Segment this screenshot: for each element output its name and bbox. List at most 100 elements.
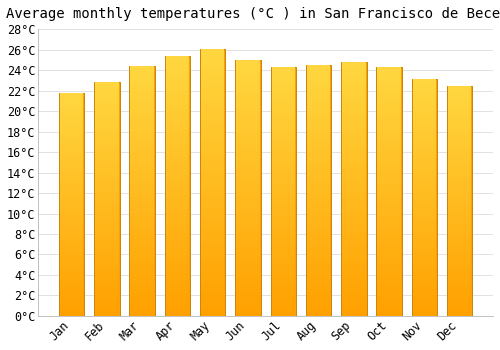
Bar bbox=[166, 282, 189, 285]
Bar bbox=[60, 195, 84, 198]
Bar bbox=[307, 308, 330, 311]
Bar bbox=[166, 103, 189, 105]
Bar bbox=[130, 299, 154, 301]
Bar bbox=[448, 185, 471, 188]
Bar bbox=[342, 62, 365, 64]
Bar bbox=[130, 236, 154, 238]
Bar bbox=[412, 290, 436, 292]
Bar bbox=[378, 301, 401, 303]
Bar bbox=[95, 220, 118, 223]
Bar bbox=[130, 226, 154, 229]
Bar bbox=[236, 254, 260, 257]
Bar bbox=[342, 87, 365, 90]
Bar bbox=[95, 96, 118, 99]
Bar bbox=[448, 256, 471, 259]
Bar bbox=[95, 85, 118, 87]
Bar bbox=[236, 283, 260, 285]
Bar bbox=[448, 155, 471, 158]
Bar bbox=[166, 183, 189, 186]
Bar bbox=[342, 314, 365, 316]
Bar bbox=[95, 230, 118, 232]
Bar bbox=[60, 204, 84, 206]
Bar bbox=[307, 256, 330, 258]
Bar bbox=[60, 222, 84, 224]
Bar bbox=[60, 146, 84, 148]
Bar bbox=[166, 178, 189, 181]
Bar bbox=[342, 67, 365, 69]
Bar bbox=[130, 244, 154, 246]
Bar bbox=[236, 278, 260, 280]
Bar bbox=[130, 211, 154, 213]
Bar bbox=[412, 240, 436, 243]
Bar bbox=[342, 270, 365, 273]
Bar bbox=[307, 303, 330, 306]
Bar bbox=[201, 139, 224, 142]
Bar bbox=[448, 291, 471, 293]
Bar bbox=[60, 108, 84, 111]
Bar bbox=[166, 295, 189, 298]
Bar bbox=[201, 281, 224, 284]
Bar bbox=[166, 100, 189, 103]
Bar bbox=[272, 211, 295, 214]
Bar bbox=[130, 66, 154, 69]
Bar bbox=[307, 170, 330, 173]
Bar bbox=[272, 199, 295, 202]
Bar bbox=[448, 153, 471, 155]
Bar bbox=[378, 104, 401, 107]
Bar bbox=[272, 87, 295, 89]
Bar bbox=[378, 259, 401, 261]
Bar bbox=[412, 283, 436, 285]
Bar bbox=[378, 274, 401, 276]
Bar bbox=[342, 77, 365, 80]
Bar bbox=[201, 265, 224, 268]
Bar bbox=[60, 247, 84, 249]
Bar bbox=[201, 62, 224, 64]
Bar bbox=[272, 256, 295, 259]
Bar bbox=[448, 272, 471, 275]
Bar bbox=[236, 60, 260, 316]
Bar bbox=[307, 208, 330, 211]
Bar bbox=[448, 284, 471, 286]
Bar bbox=[236, 244, 260, 247]
Bar bbox=[201, 54, 224, 57]
Bar bbox=[272, 204, 295, 206]
Bar bbox=[412, 229, 436, 231]
Bar bbox=[95, 204, 118, 206]
Bar bbox=[201, 89, 224, 91]
Bar bbox=[95, 162, 118, 164]
Bar bbox=[236, 252, 260, 254]
Bar bbox=[60, 97, 84, 99]
Bar bbox=[307, 128, 330, 130]
Bar bbox=[130, 303, 154, 306]
Bar bbox=[60, 302, 84, 305]
Bar bbox=[166, 196, 189, 199]
Bar bbox=[342, 308, 365, 311]
Bar bbox=[272, 147, 295, 149]
Bar bbox=[272, 299, 295, 301]
Bar bbox=[307, 173, 330, 175]
Bar bbox=[95, 113, 118, 115]
Bar bbox=[166, 126, 189, 128]
Bar bbox=[60, 160, 84, 162]
Bar bbox=[236, 178, 260, 180]
Bar bbox=[412, 236, 436, 238]
Bar bbox=[342, 283, 365, 286]
Bar bbox=[307, 236, 330, 238]
Bar bbox=[166, 248, 189, 251]
Bar bbox=[448, 100, 471, 103]
Bar bbox=[166, 186, 189, 188]
Bar bbox=[307, 238, 330, 241]
Bar bbox=[378, 179, 401, 182]
Bar bbox=[448, 270, 471, 272]
Bar bbox=[60, 276, 84, 278]
Bar bbox=[342, 97, 365, 100]
Bar bbox=[272, 251, 295, 254]
Bar bbox=[272, 221, 295, 224]
Bar bbox=[236, 267, 260, 270]
Bar bbox=[272, 117, 295, 119]
Bar bbox=[60, 209, 84, 211]
Bar bbox=[201, 188, 224, 190]
Bar bbox=[448, 208, 471, 210]
Bar bbox=[378, 306, 401, 308]
Bar bbox=[378, 149, 401, 152]
